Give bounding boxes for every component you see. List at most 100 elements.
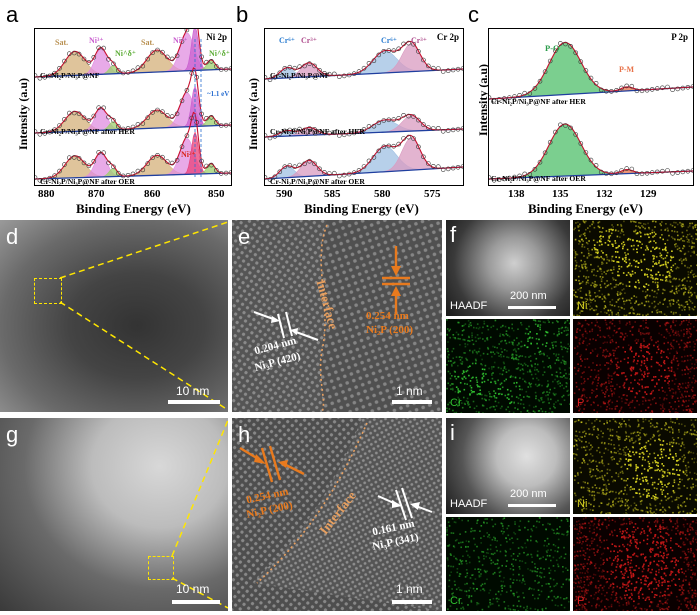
eds-dot (659, 607, 661, 609)
eds-dot (669, 302, 671, 305)
eds-dot (665, 356, 668, 358)
eds-dot (559, 368, 561, 371)
eds-dot (649, 438, 652, 440)
eds-dot (696, 509, 697, 511)
eds-dot (576, 596, 578, 598)
eds-dot (653, 497, 656, 500)
eds-dot (559, 372, 562, 374)
eds-dot (608, 400, 610, 402)
eds-dot (472, 587, 475, 590)
eds-dot (686, 529, 689, 532)
eds-dot (481, 583, 484, 586)
eds-dot (487, 379, 489, 381)
eds-dot (624, 502, 627, 505)
eds-dot (489, 599, 491, 601)
eds-dot (660, 356, 663, 359)
eds-dot (586, 538, 588, 541)
eds-dot (641, 396, 644, 399)
eds-dot (647, 470, 649, 472)
eds-dot (655, 496, 658, 499)
eds-dot (582, 458, 584, 460)
eds-dot (661, 292, 664, 295)
eds-dot (603, 307, 606, 310)
eds-dot (670, 342, 672, 344)
eds-dot (492, 325, 495, 327)
eds-dot (455, 356, 458, 358)
eds-dot (677, 387, 679, 390)
eds-dot (583, 459, 585, 462)
eds-dot (636, 372, 639, 374)
eds-dot (640, 343, 642, 345)
eds-dot (607, 284, 610, 286)
eds-dot (619, 293, 621, 296)
eds-dot (581, 523, 584, 525)
eds-dot (689, 512, 692, 514)
eds-dot (588, 294, 591, 296)
eds-dot (644, 296, 647, 298)
eds-dot (600, 541, 603, 544)
eds-dot (687, 273, 690, 276)
eds-dot (553, 353, 555, 355)
eds-dot (687, 372, 689, 375)
eds-dot (466, 383, 468, 385)
eds-dot (515, 356, 517, 359)
eds-dot (461, 406, 464, 409)
eds-dot (691, 307, 694, 310)
eds-dot (685, 604, 687, 606)
eds-dot (611, 313, 613, 315)
eds-dot (637, 438, 640, 440)
p2p-s1-raw-point (507, 95, 512, 100)
eds-dot (634, 396, 637, 398)
eds-dot (646, 288, 649, 291)
eds-dot (584, 572, 586, 575)
eds-dot (630, 381, 632, 384)
eds-dot (601, 383, 603, 385)
eds-dot (605, 408, 608, 411)
eds-dot (614, 520, 616, 523)
eds-dot (598, 604, 600, 607)
eds-dot (579, 436, 582, 438)
eds-dot (604, 483, 607, 486)
eds-dot (525, 546, 527, 549)
eds-dot (644, 386, 647, 389)
eds-dot (505, 333, 508, 335)
p2p-s1-raw-point (563, 41, 568, 47)
eds-dot (627, 253, 629, 255)
eds-dot (640, 581, 643, 584)
scalebar-h (392, 600, 432, 604)
eds-dot (639, 483, 642, 485)
series-label-c1: Cr-Ni₂P/Ni₃P@NF after HER (491, 97, 586, 106)
eds-dot (542, 556, 544, 558)
eds-dot (559, 526, 561, 528)
eds-dot (604, 402, 606, 405)
eds-dot (695, 295, 697, 298)
eds-dot (694, 589, 697, 592)
eds-dot (681, 495, 683, 497)
eds-dot (624, 489, 626, 492)
eds-dot (634, 541, 637, 543)
eds-dot (684, 264, 686, 267)
eds-dot (588, 366, 590, 369)
eds-dot (605, 385, 608, 388)
eds-dot (563, 606, 566, 609)
peak-label-pm: P-M (619, 65, 635, 74)
p2p-s1-raw-point (578, 59, 584, 65)
eds-dot (652, 461, 654, 464)
eds-dot (665, 322, 667, 324)
eds-dot (527, 386, 530, 388)
cr2p-s1-raw-point (272, 74, 278, 80)
eds-dot (515, 358, 518, 361)
eds-dot (557, 359, 560, 362)
eds-dot (601, 470, 603, 472)
eds-dot (619, 448, 621, 450)
eds-dot (618, 268, 621, 270)
eds-dot (641, 302, 643, 305)
eds-dot (461, 378, 464, 380)
eds-dot (598, 537, 601, 539)
eds-dot (478, 560, 481, 563)
eds-dot (520, 324, 523, 326)
eds-dot (529, 369, 531, 371)
eds-dot (470, 599, 473, 602)
eds-dot (688, 408, 690, 411)
eds-dot (577, 288, 579, 291)
